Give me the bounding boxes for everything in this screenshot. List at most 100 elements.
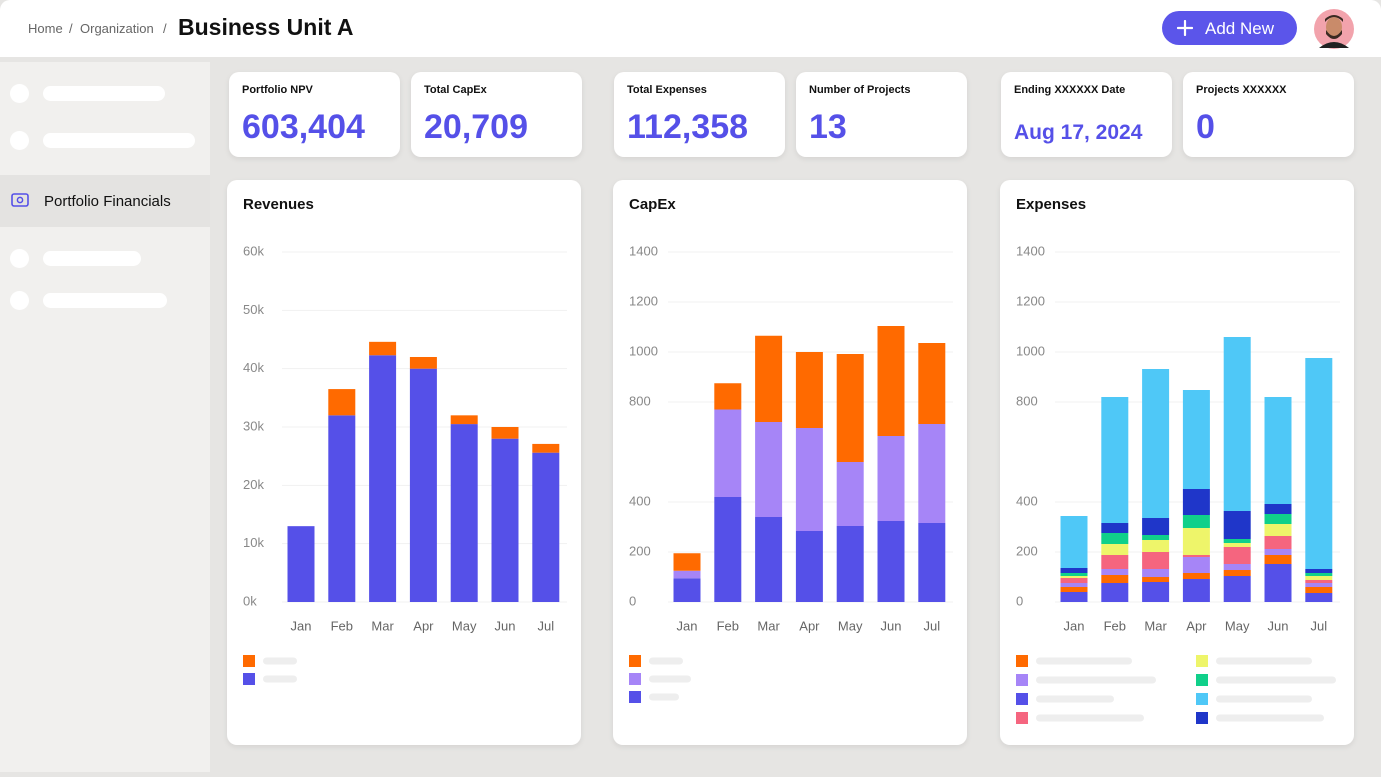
y-tick-label: 200 <box>629 543 651 558</box>
kpi-value: 603,404 <box>242 108 365 146</box>
y-tick-label: 60k <box>243 243 264 258</box>
header: Home / Organization / Business Unit A Ad… <box>0 0 1381 57</box>
bar-segment <box>1305 358 1333 569</box>
bar-segment <box>795 352 823 428</box>
y-tick-label: 1200 <box>1016 293 1045 308</box>
legend-swatch <box>629 673 641 685</box>
bar-segment <box>1223 543 1251 547</box>
y-tick-label: 20k <box>243 477 264 492</box>
separator: / <box>163 21 167 36</box>
breadcrumb-link[interactable]: Home <box>28 21 63 36</box>
y-tick-label: 1200 <box>629 293 658 308</box>
chart-card: Expenses 0 200 400 800 1000 1200 1400 Jan Feb Mar A… <box>1000 180 1354 745</box>
chart-title: Expenses <box>1016 196 1086 213</box>
x-tick-label: Jan <box>1064 618 1085 633</box>
bar-segment <box>1060 516 1088 568</box>
y-tick-label: 1400 <box>1016 243 1045 258</box>
page-title: Business Unit A <box>178 14 354 40</box>
bar-segment <box>1305 573 1333 576</box>
bar-segment <box>532 452 560 602</box>
bar-segment <box>1142 577 1170 582</box>
bar-segment <box>877 436 905 521</box>
bar-segment <box>1264 524 1292 536</box>
placeholder-item <box>43 133 195 148</box>
legend-placeholder <box>1036 714 1144 722</box>
bar-segment <box>918 424 946 523</box>
legend-swatch <box>1196 655 1208 667</box>
bar-segment <box>877 326 905 436</box>
x-tick-label: May <box>838 618 863 633</box>
add-new-button[interactable]: Add New <box>1162 11 1297 45</box>
bar-segment <box>755 335 783 422</box>
chart: CapEx 0 200 400 800 1000 1200 1400 Jan Feb Mar Apr M… <box>629 196 953 703</box>
y-tick-label: 30k <box>243 418 264 433</box>
bar-segment <box>1182 579 1210 602</box>
x-tick-label: Jun <box>495 618 516 633</box>
y-tick-label: 1000 <box>1016 343 1045 358</box>
bar-segment <box>1060 576 1088 578</box>
bar-segment <box>450 415 478 425</box>
sidebar: Portfolio Financials <box>0 62 210 772</box>
avatar[interactable] <box>1313 8 1355 50</box>
placeholder-item <box>43 86 165 101</box>
bar-segment <box>1101 544 1129 555</box>
placeholder-icon <box>10 131 29 150</box>
bar-segment <box>1182 557 1210 573</box>
bar-segment <box>1305 587 1333 593</box>
bar-segment <box>755 422 783 517</box>
y-tick-label: 10k <box>243 535 264 550</box>
legend-placeholder <box>1216 676 1336 684</box>
bar-segment <box>1101 569 1129 575</box>
bar-segment <box>1223 539 1251 543</box>
kpi-label: Total Expenses <box>627 84 707 96</box>
bar-segment <box>1223 576 1251 602</box>
bar-segment <box>1142 535 1170 540</box>
kpi-label: Portfolio NPV <box>242 84 313 96</box>
chart-title: Revenues <box>243 196 314 213</box>
y-tick-label: 400 <box>1016 493 1038 508</box>
bar-segment <box>1142 518 1170 535</box>
y-tick-label: 400 <box>629 493 651 508</box>
y-tick-label: 1400 <box>629 243 658 258</box>
kpi-card: Number of Projects 13 <box>796 72 967 157</box>
bar-segment <box>409 368 437 602</box>
kpi-label: Total CapEx <box>424 84 487 96</box>
legend-placeholder <box>1216 695 1312 703</box>
chart-title: CapEx <box>629 196 676 213</box>
kpi-value: 0 <box>1196 108 1215 146</box>
y-tick-label: 40k <box>243 360 264 375</box>
bar-segment <box>1142 582 1170 602</box>
plus-icon <box>1177 20 1193 36</box>
y-tick-label: 0k <box>243 593 257 608</box>
bar-segment <box>1060 587 1088 592</box>
y-tick-label: 1000 <box>629 343 658 358</box>
legend-placeholder <box>1216 714 1324 722</box>
x-tick-label: Apr <box>413 618 434 633</box>
bar-segment <box>1182 390 1210 489</box>
bar-segment <box>1142 540 1170 552</box>
legend-swatch <box>1196 693 1208 705</box>
bar-segment <box>1305 583 1333 587</box>
kpi-label: Projects XXXXXX <box>1196 84 1287 96</box>
nav-item-active[interactable]: Portfolio Financials <box>0 175 210 227</box>
bar-segment <box>918 343 946 424</box>
legend-swatch <box>1016 693 1028 705</box>
bar-segment <box>714 497 742 602</box>
y-tick-label: 0 <box>1016 593 1023 608</box>
bar-segment <box>1060 583 1088 587</box>
bar-segment <box>1060 578 1088 583</box>
legend-swatch <box>243 673 255 685</box>
legend-swatch <box>1016 674 1028 686</box>
breadcrumb-link[interactable]: Organization <box>80 21 154 36</box>
y-tick-label: 50k <box>243 302 264 317</box>
bar-segment <box>1264 504 1292 514</box>
legend-swatch <box>629 691 641 703</box>
kpi-value: 13 <box>809 108 847 146</box>
bar-segment <box>409 357 437 369</box>
bar-segment <box>491 427 519 439</box>
x-tick-label: Feb <box>331 618 353 633</box>
y-tick-label: 0 <box>629 593 636 608</box>
x-tick-label: Apr <box>799 618 820 633</box>
bar-segment <box>714 409 742 497</box>
x-tick-label: Jul <box>537 618 554 633</box>
